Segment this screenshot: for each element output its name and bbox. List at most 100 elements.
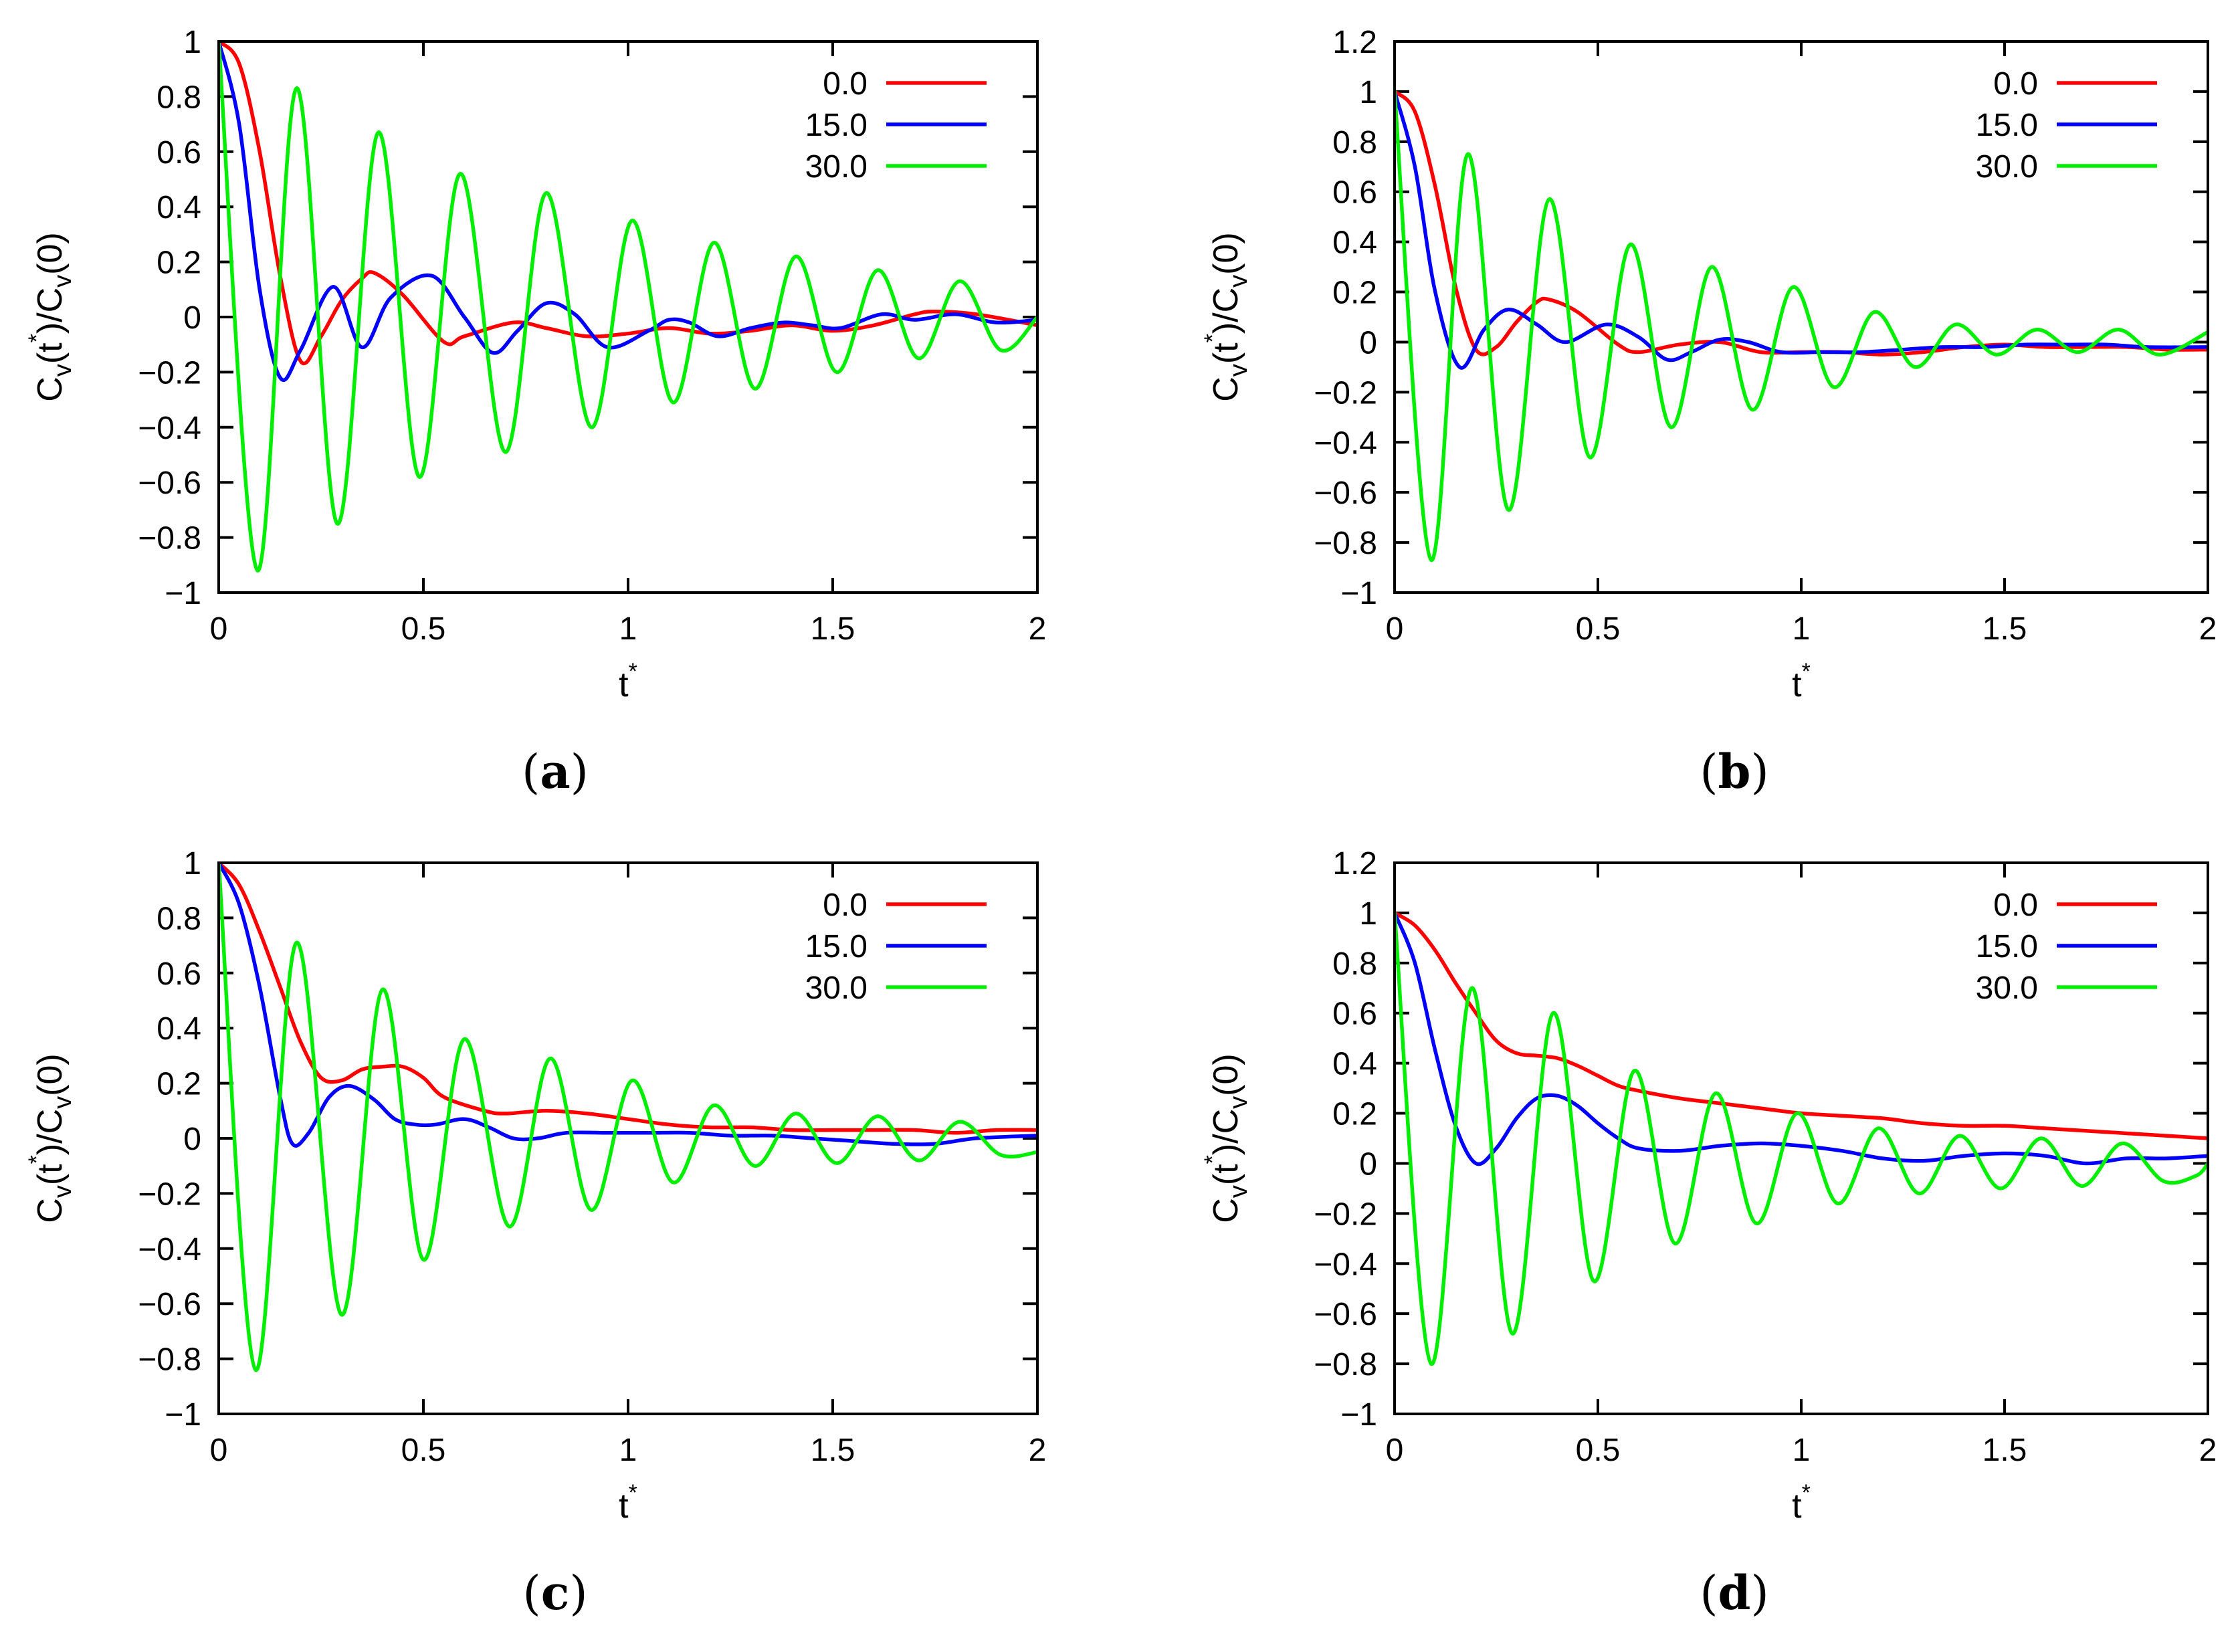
x-tick-label: 1 [619, 1433, 637, 1468]
y-tick-label: 0 [1359, 325, 1377, 360]
x-tick-label: 0 [210, 611, 228, 647]
y-tick-label: 0 [183, 1122, 201, 1157]
y-tick-label: 0.8 [157, 80, 201, 115]
x-tick-label: 1 [1793, 1433, 1811, 1468]
x-tick-label: 0 [1386, 1433, 1404, 1468]
legend-label: 15.0 [1976, 929, 2038, 964]
panel-caption: (c) [522, 1565, 587, 1621]
y-tick-label: −0.4 [138, 1232, 201, 1267]
y-tick-label: −0.6 [138, 1287, 201, 1322]
x-tick-label: 2 [2199, 611, 2217, 647]
y-tick-label: 1.2 [1332, 846, 1377, 882]
y-tick-label: 0 [183, 300, 201, 336]
y-tick-label: −0.6 [138, 466, 201, 501]
panel-caption: (d) [1700, 1565, 1769, 1621]
series-line-30.0 [1395, 90, 2208, 562]
y-tick-label: 0.4 [157, 1011, 201, 1047]
y-tick-label: −0.2 [1314, 375, 1377, 411]
legend-label: 0.0 [823, 888, 868, 923]
legend-label: 30.0 [805, 149, 868, 185]
series-line-15.0 [1395, 90, 2208, 370]
legend-label: 30.0 [1976, 149, 2038, 185]
y-tick-label: 0.6 [1332, 175, 1377, 211]
plot-frame [1393, 40, 2209, 594]
y-tick-label: 0.2 [1332, 1097, 1377, 1132]
y-tick-label: −0.8 [1314, 1347, 1377, 1382]
series-line-15.0 [219, 863, 1037, 1148]
y-tick-label: −1 [1340, 1397, 1377, 1433]
y-tick-label: −0.8 [138, 1342, 201, 1378]
panel-d: 1.2 1 0.8 0.6 0.4 0.2 0 −0.2 −0.4 −0.6 −0.8 −1 0 0.5 1… [1200, 846, 2217, 1621]
x-tick-label: 1 [619, 611, 637, 647]
y-axis-label: Cv(t*)/Cv(0) [24, 1053, 77, 1223]
y-tick-label: 1 [183, 25, 201, 60]
y-tick-label: −0.4 [1314, 425, 1377, 461]
panel-b: 1.2 1 0.8 0.6 0.4 0.2 0 −0.2 −0.4 −0.6 −0.8 −1 0 0.5 1… [1200, 25, 2217, 799]
x-tick-label: 1.5 [1982, 1433, 2027, 1468]
plot-frame [217, 40, 1039, 594]
legend-label: 15.0 [805, 929, 868, 964]
y-tick-label: 0.8 [1332, 125, 1377, 161]
x-tick-label: 2 [1029, 1433, 1047, 1468]
y-tick-label: 0.2 [157, 1067, 201, 1102]
y-tick-label: 0.6 [157, 135, 201, 171]
x-axis-label: t* [1792, 659, 1811, 704]
x-tick-label: 2 [1029, 611, 1047, 647]
y-axis-label: Cv(t*)/Cv(0) [24, 232, 77, 401]
y-tick-label: −1 [1340, 576, 1377, 611]
y-tick-label: 1 [1359, 896, 1377, 932]
x-tick-label: 0.5 [1576, 611, 1621, 647]
y-tick-label: −0.4 [1314, 1247, 1377, 1282]
series-line-30.0 [1395, 911, 2208, 1366]
x-axis-label: t* [619, 659, 637, 704]
y-tick-label: 0.4 [1332, 225, 1377, 261]
y-tick-label: 0.8 [157, 901, 201, 936]
y-tick-label: 0.2 [1332, 276, 1377, 311]
y-tick-label: −0.6 [1314, 1297, 1377, 1332]
x-tick-label: 0.5 [1576, 1433, 1621, 1468]
y-tick-label: −0.2 [138, 355, 201, 391]
y-tick-label: 0 [1359, 1146, 1377, 1182]
y-tick-label: 0.2 [157, 245, 201, 281]
y-axis-label: Cv(t*)/Cv(0) [1200, 1053, 1253, 1223]
y-tick-label: 0.6 [157, 956, 201, 992]
x-axis-label: t* [1792, 1480, 1811, 1526]
y-tick-label: −0.8 [138, 521, 201, 556]
panel-a: 1 0.8 0.6 0.4 0.2 0 −0.2 −0.4 −0.6 −0.8 −1 0 0.5 1 1.5… [24, 25, 1046, 799]
legend-label: 15.0 [1976, 108, 2038, 143]
y-tick-label: −0.4 [138, 411, 201, 446]
x-tick-label: 1.5 [811, 1433, 855, 1468]
legend-label: 0.0 [1993, 66, 2038, 102]
panel-c: 1 0.8 0.6 0.4 0.2 0 −0.2 −0.4 −0.6 −0.8 −1 0 0.5 1 1.5… [24, 846, 1046, 1621]
x-tick-label: 2 [2199, 1433, 2217, 1468]
panel-caption: (b) [1700, 744, 1769, 799]
legend-label: 0.0 [823, 66, 868, 102]
x-axis-label: t* [619, 1480, 637, 1526]
panel-caption: (a) [522, 744, 589, 799]
legend-label: 30.0 [1976, 970, 2038, 1006]
y-tick-label: −0.2 [1314, 1197, 1377, 1232]
y-tick-label: 1.2 [1332, 25, 1377, 60]
series-line-30.0 [219, 41, 1037, 573]
series-line-0.0 [219, 863, 1037, 1135]
y-tick-label: 1 [1359, 75, 1377, 110]
x-tick-label: 1.5 [811, 611, 855, 647]
x-tick-label: 1 [1793, 611, 1811, 647]
y-tick-label: 0.4 [157, 190, 201, 225]
y-tick-label: 0.4 [1332, 1047, 1377, 1082]
y-tick-label: −0.6 [1314, 476, 1377, 511]
series-line-0.0 [219, 41, 1037, 365]
y-tick-label: −1 [165, 1397, 201, 1433]
y-axis-label: Cv(t*)/Cv(0) [1200, 232, 1253, 401]
x-tick-label: 0.5 [401, 1433, 446, 1468]
x-tick-label: 0 [1386, 611, 1404, 647]
x-tick-label: 1.5 [1982, 611, 2027, 647]
legend-label: 0.0 [1993, 888, 2038, 923]
y-tick-label: 1 [183, 846, 201, 882]
series-line-15.0 [219, 41, 1037, 382]
plot-frame [217, 861, 1039, 1415]
legend-label: 30.0 [805, 970, 868, 1006]
series-line-30.0 [219, 863, 1037, 1372]
x-tick-label: 0 [210, 1433, 228, 1468]
